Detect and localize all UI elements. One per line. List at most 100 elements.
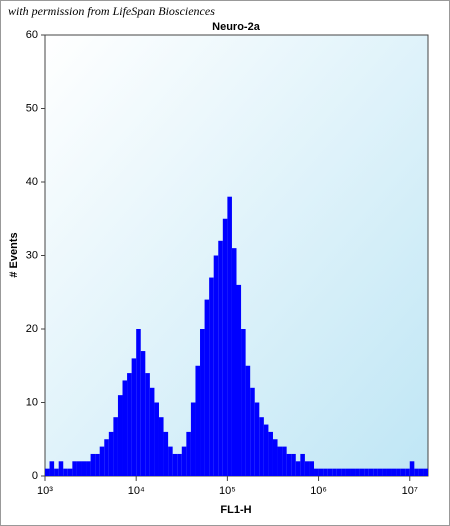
bar bbox=[373, 468, 378, 476]
bar bbox=[200, 329, 205, 476]
bar bbox=[409, 461, 415, 476]
bar bbox=[291, 453, 296, 476]
bar bbox=[400, 468, 406, 476]
bar bbox=[227, 196, 232, 476]
y-tick-label: 20 bbox=[26, 323, 38, 335]
bar bbox=[272, 439, 278, 476]
bar bbox=[386, 468, 392, 476]
bar bbox=[131, 358, 137, 476]
bar bbox=[318, 468, 324, 476]
bar bbox=[332, 468, 337, 476]
bar bbox=[295, 461, 301, 476]
bar bbox=[323, 468, 328, 476]
bar bbox=[314, 468, 319, 476]
bar bbox=[54, 468, 59, 476]
bar bbox=[140, 351, 146, 476]
bar bbox=[145, 373, 150, 476]
bar bbox=[254, 402, 260, 476]
bar bbox=[72, 461, 77, 476]
bar bbox=[336, 468, 342, 476]
bar bbox=[195, 365, 201, 476]
bar bbox=[108, 431, 114, 476]
bar bbox=[136, 329, 141, 476]
bar bbox=[245, 365, 251, 476]
bar bbox=[282, 446, 287, 476]
bar bbox=[382, 468, 387, 476]
bar bbox=[90, 453, 96, 476]
bar bbox=[113, 417, 118, 476]
watermark: with permission from LifeSpan Bioscience… bbox=[8, 4, 215, 18]
x-tick-label: 10⁵ bbox=[219, 485, 236, 497]
bar bbox=[396, 468, 401, 476]
bar bbox=[236, 284, 242, 476]
y-axis-label: # Events bbox=[8, 232, 20, 277]
bar bbox=[218, 240, 223, 476]
bar bbox=[405, 468, 410, 476]
bar bbox=[181, 446, 187, 476]
bar bbox=[250, 387, 255, 476]
y-tick-label: 30 bbox=[26, 249, 38, 261]
bar bbox=[67, 468, 73, 476]
bar bbox=[172, 453, 178, 476]
bar bbox=[63, 468, 68, 476]
bar bbox=[377, 468, 383, 476]
bar bbox=[222, 218, 228, 476]
bar bbox=[95, 453, 100, 476]
bar bbox=[231, 248, 237, 476]
chart-title: Neuro-2a bbox=[212, 21, 261, 33]
bar bbox=[86, 461, 91, 476]
bar bbox=[76, 461, 82, 476]
bar bbox=[414, 468, 419, 476]
bar bbox=[359, 468, 365, 476]
bar bbox=[327, 468, 333, 476]
bar bbox=[213, 255, 219, 476]
bar bbox=[304, 461, 310, 476]
bar bbox=[177, 453, 182, 476]
bar bbox=[391, 468, 397, 476]
bar bbox=[286, 453, 292, 476]
bar bbox=[158, 417, 164, 476]
bar bbox=[277, 446, 283, 476]
bar bbox=[263, 424, 269, 476]
bar bbox=[58, 461, 64, 476]
bar bbox=[345, 468, 351, 476]
bar bbox=[418, 468, 424, 476]
bar bbox=[300, 453, 305, 476]
bar bbox=[154, 402, 159, 476]
bar bbox=[99, 446, 105, 476]
bar bbox=[341, 468, 346, 476]
bar bbox=[209, 277, 214, 476]
x-tick-label: 10⁴ bbox=[128, 485, 145, 497]
bar bbox=[127, 373, 132, 476]
y-tick-label: 10 bbox=[26, 396, 38, 408]
x-tick-label: 10⁶ bbox=[310, 485, 327, 497]
bar bbox=[355, 468, 360, 476]
bar bbox=[45, 468, 50, 476]
bar bbox=[104, 439, 109, 476]
x-axis-label: FL1-H bbox=[220, 504, 251, 516]
x-tick-label: 10³ bbox=[37, 485, 53, 497]
bar bbox=[49, 461, 55, 476]
bar bbox=[309, 461, 315, 476]
bar bbox=[364, 468, 369, 476]
bar bbox=[190, 402, 196, 476]
bar bbox=[186, 431, 191, 476]
bar bbox=[122, 380, 128, 476]
bar bbox=[259, 417, 264, 476]
bar bbox=[149, 387, 155, 476]
bar bbox=[117, 395, 123, 476]
y-tick-label: 60 bbox=[26, 29, 38, 41]
x-tick-label: 10⁷ bbox=[402, 485, 418, 497]
bar bbox=[350, 468, 356, 476]
bar bbox=[241, 329, 246, 476]
bar bbox=[368, 468, 374, 476]
bar bbox=[423, 468, 428, 476]
y-tick-label: 0 bbox=[32, 470, 38, 482]
bar bbox=[163, 431, 169, 476]
bar bbox=[168, 446, 173, 476]
bar bbox=[204, 299, 210, 476]
bar bbox=[268, 431, 273, 476]
y-tick-label: 50 bbox=[26, 102, 38, 114]
y-tick-label: 40 bbox=[26, 176, 38, 188]
